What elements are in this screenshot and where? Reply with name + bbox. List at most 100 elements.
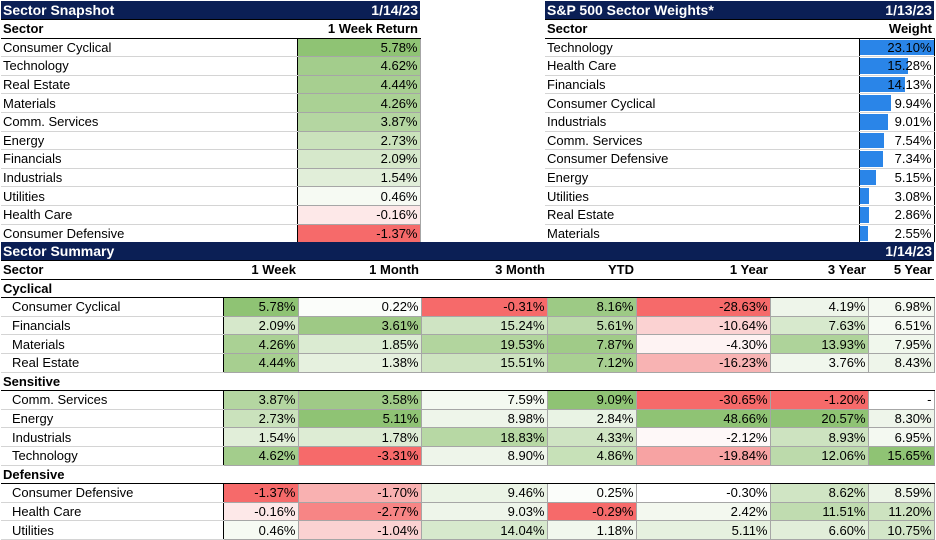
sector-summary-header: Sector Summary 1/14/23 [1,242,934,261]
sector-snapshot-table: Sector Snapshot 1/14/23 Sector 1 Week Re… [1,1,421,244]
column-header-1-year: 1 Year [636,260,770,280]
return-cell-5-year: 8.43% [867,352,935,373]
snapshot-row: Energy 2.73% [1,130,421,151]
weight-cell: 5.15% [858,168,935,188]
return-cell-1-month: -1.04% [297,520,422,540]
return-cell-3-year: 20.57% [769,408,869,429]
return-cell-ytd: 2.84% [546,408,637,429]
column-header-5-year: 5 Year [868,260,934,280]
weight-cell: 9.01% [858,112,935,132]
snapshot-row: Consumer Defensive -1.37% [1,223,421,244]
weight-bar [860,151,883,167]
sector-name: Comm. Services [545,131,860,151]
weight-bar [860,169,876,186]
sector-name: Industrials [545,112,860,132]
weights-row: Real Estate 2.86% [545,205,935,225]
sector-name: Utilities [1,186,298,206]
return-cell-ytd: 1.18% [546,520,637,540]
weight-cell: 7.34% [858,149,935,169]
return-cell-5-year: - [867,390,935,410]
return-cell-3-year: 8.62% [769,483,869,503]
summary-row: Comm. Services 3.87% 3.58% 7.59% 9.09% -30.65… [1,390,935,410]
return-cell-1-week: -0.16% [222,501,299,522]
weight-value: 2.86% [894,207,932,223]
weight-bar [860,132,884,149]
sector-name: Health Care [1,502,224,522]
sector-summary-table: Sector Summary 1/14/23 Sector 1 Week 1 Mon… [1,242,935,540]
snapshot-row: Materials 4.26% [1,93,421,113]
column-header-sector: Sector [545,19,859,39]
snapshot-row: Health Care -0.16% [1,204,421,225]
sector-name: Utilities [1,520,224,540]
weight-cell: 2.86% [858,205,935,225]
return-cell-1-month: -3.31% [297,445,422,466]
weights-row: Industrials 9.01% [545,112,935,132]
summary-row: Utilities 0.46% -1.04% 14.04% 1.18% 5.11% 6.60… [1,520,935,540]
return-cell-ytd: 7.87% [546,334,637,354]
return-cell-5-year: 10.75% [867,520,935,540]
snapshot-row: Technology 4.62% [1,56,421,76]
return-cell-3-year: 7.63% [769,315,869,336]
return-cell-3-month: 8.90% [420,445,548,466]
return-cell-1-year: -16.23% [635,352,771,373]
return-cell-3-year: 13.93% [769,334,869,354]
return-cell-3-month: 9.46% [420,483,548,503]
weight-value: 9.94% [894,95,932,111]
sector-name: Consumer Defensive [545,149,860,169]
sector-name: Industrials [1,168,298,188]
week-return-cell: 4.44% [296,74,421,95]
column-header-sector: Sector [1,19,297,39]
return-cell-ytd: 4.33% [546,427,637,447]
return-cell-1-month: 3.61% [297,315,422,336]
summary-row: Financials 2.09% 3.61% 15.24% 5.61% -10.64% 7.… [1,315,935,336]
sector-name: Financials [1,316,224,336]
snapshot-row: Financials 2.09% [1,149,421,169]
return-cell-3-month: 18.83% [420,427,548,447]
week-return-cell: 3.87% [296,111,421,132]
return-cell-3-year: 3.76% [769,352,869,373]
return-cell-1-year: -30.65% [635,390,771,410]
return-cell-3-year: -1.20% [769,390,869,410]
column-header-1-week-return: 1 Week Return [297,19,420,39]
sector-weights-title: S&P 500 Sector Weights* [545,1,859,20]
return-cell-1-week: 4.26% [222,334,299,354]
weight-cell: 2.55% [858,224,935,244]
return-cell-ytd: -0.29% [546,501,637,522]
sector-name: Real Estate [1,75,298,95]
return-cell-1-month: 1.85% [297,334,422,354]
weight-value: 9.01% [894,114,932,130]
return-cell-1-month: -1.70% [297,483,422,503]
weight-bar [860,95,892,111]
return-cell-3-month: 8.98% [420,408,548,429]
sector-name: Industrials [1,427,224,447]
sector-snapshot-column-header: Sector 1 Week Return [1,19,420,39]
return-cell-1-week: 4.44% [222,352,299,373]
return-cell-5-year: 6.95% [867,427,935,447]
weights-row: Consumer Defensive 7.34% [545,149,935,169]
weight-cell: 15.28% [858,56,935,76]
return-cell-3-month: 15.24% [420,315,548,336]
return-cell-3-month: 7.59% [420,390,548,410]
return-cell-1-year: -0.30% [635,483,771,503]
week-return-cell: 2.73% [296,130,421,151]
group-label: Defensive [1,465,934,485]
sector-weights-header: S&P 500 Sector Weights* 1/13/23 [545,1,934,20]
weight-bar [860,39,933,56]
return-cell-1-year: 5.11% [635,520,771,540]
weight-value: 5.15% [894,170,932,186]
return-cell-1-year: -4.30% [635,334,771,354]
snapshot-row: Comm. Services 3.87% [1,111,421,132]
column-header-ytd: YTD [547,260,636,280]
return-cell-1-year: -10.64% [635,315,771,336]
weight-bar [860,58,909,74]
return-cell-1-week: 0.46% [222,520,299,540]
week-return-cell: -1.37% [296,223,421,244]
return-cell-ytd: 9.09% [546,390,637,410]
sector-summary-date: 1/14/23 [868,242,934,261]
group-row-cyclical: Cyclical [1,279,934,299]
week-return-cell: 0.46% [296,186,421,206]
sector-name: Materials [1,334,224,354]
snapshot-row: Real Estate 4.44% [1,74,421,95]
week-return-cell: -0.16% [296,204,421,225]
return-cell-3-month: 15.51% [420,352,548,373]
